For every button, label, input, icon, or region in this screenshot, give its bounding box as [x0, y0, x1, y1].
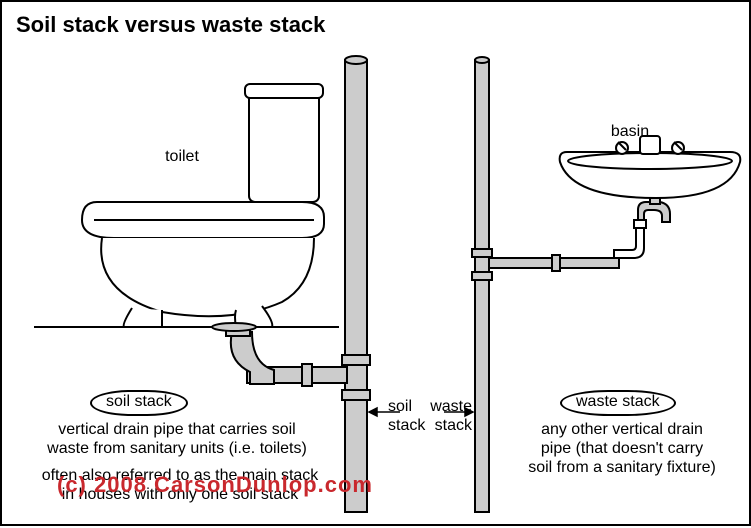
waste-desc: any other vertical drain pipe (that does… — [512, 420, 732, 478]
waste-stack-pill-wrap: waste stack — [560, 390, 676, 416]
basin-label: basin — [600, 122, 660, 141]
waste-stack-leader-label: waste stack — [422, 397, 472, 435]
soil-stack-pill: soil stack — [90, 390, 188, 416]
soil-stack-pill-wrap: soil stack — [90, 390, 188, 416]
toilet-label: toilet — [152, 147, 212, 166]
diagram-frame: Soil stack versus waste stack — [0, 0, 751, 526]
soil-desc-1: vertical drain pipe that carries soil wa… — [32, 420, 322, 458]
waste-stack-pill: waste stack — [560, 390, 676, 416]
copyright-watermark: (c) 2008 CarsonDunlop.com — [57, 472, 373, 498]
